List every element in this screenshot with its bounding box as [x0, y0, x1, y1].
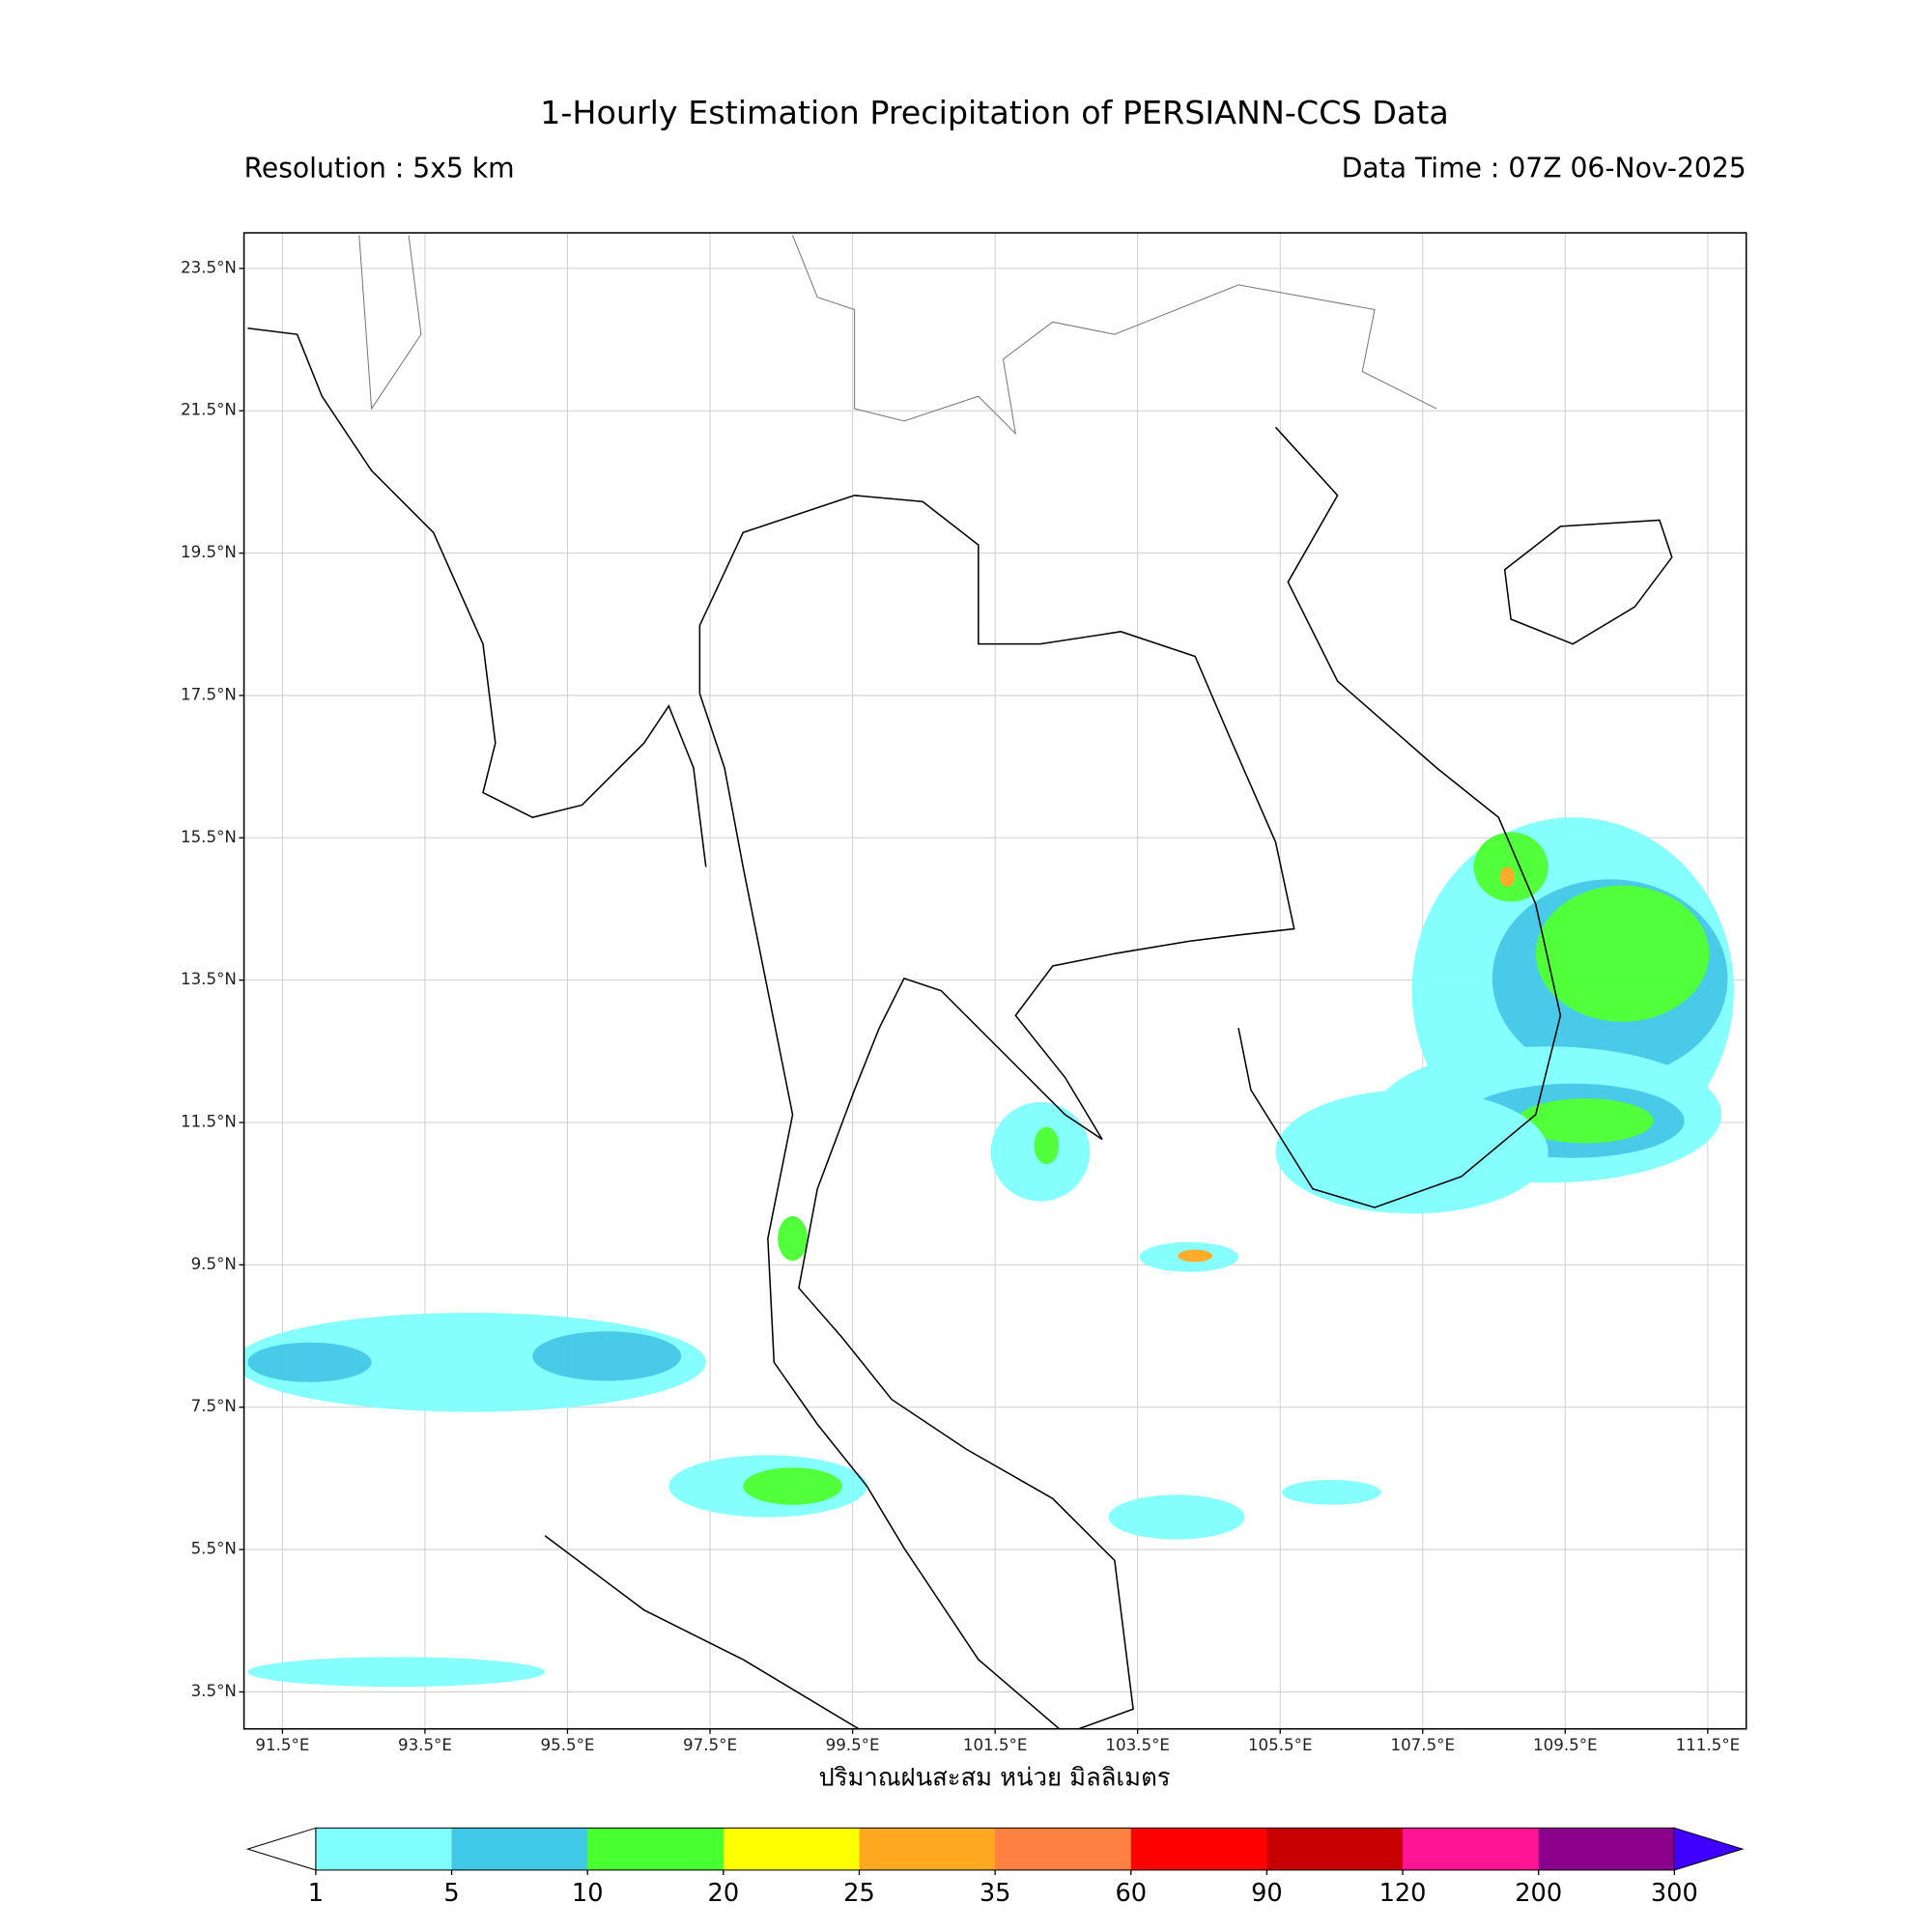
colorbar-label: 1	[308, 1879, 324, 1908]
y-tick-label: 21.5°N	[181, 401, 237, 419]
colorbar-segment	[315, 1828, 453, 1870]
rain-area	[1178, 1249, 1213, 1263]
x-tick-label: 91.5°E	[255, 1736, 309, 1754]
rain-area	[247, 1657, 546, 1688]
x-tick-label: 103.5°E	[1105, 1736, 1170, 1754]
title: 1-Hourly Estimation Precipitation of PER…	[540, 94, 1449, 131]
rain-area	[247, 1342, 372, 1382]
colorbar-segment	[451, 1828, 588, 1870]
colorbar-label: 60	[1115, 1879, 1147, 1908]
y-tick-label: 17.5°N	[181, 685, 237, 703]
x-tick-label: 93.5°E	[398, 1736, 452, 1754]
y-tick-label: 23.5°N	[181, 258, 237, 276]
y-tick-label: 19.5°N	[181, 543, 237, 561]
rain-area	[1517, 1098, 1654, 1144]
rain-area	[778, 1215, 808, 1262]
y-tick-label: 15.5°N	[181, 828, 237, 846]
coastlines	[247, 235, 1673, 1729]
resolution: Resolution : 5x5 km	[244, 152, 515, 184]
x-tick-label: 95.5°E	[541, 1736, 595, 1754]
x-tick-label: 105.5°E	[1248, 1736, 1313, 1754]
data-time: Data Time : 07Z 06-Nov-2025	[1342, 152, 1747, 184]
x-tick-label: 107.5°E	[1390, 1736, 1455, 1754]
colorbar-label: 300	[1651, 1879, 1698, 1908]
y-tick-label: 3.5°N	[191, 1682, 237, 1700]
colorbar-segment	[1538, 1828, 1675, 1870]
hainan-coast	[1503, 519, 1673, 645]
colorbar-segment	[723, 1828, 861, 1870]
colorbar-label: 35	[980, 1879, 1011, 1908]
grid-layer	[243, 233, 1747, 1729]
rain-area	[1108, 1494, 1245, 1540]
rain-area	[1034, 1126, 1060, 1165]
y-tick-label: 13.5°N	[181, 970, 237, 988]
colorbar-label: 200	[1515, 1879, 1562, 1908]
rain-area	[532, 1331, 682, 1381]
vietnam-coast	[1237, 426, 1562, 1208]
x-axis-label: ปริมาณฝนสะสม หน่วย มิลลิเมตร	[818, 1764, 1170, 1793]
sumatra-coast	[544, 1535, 861, 1729]
y-tick-label: 9.5°N	[191, 1255, 237, 1273]
colorbar-segment	[1266, 1828, 1404, 1870]
rain-area	[1499, 867, 1515, 887]
thailand-outline	[698, 495, 1295, 1729]
colorbar-segment	[587, 1828, 724, 1870]
rain-area	[1281, 1480, 1381, 1505]
colorbar-label: 90	[1251, 1879, 1283, 1908]
y-tick-label: 5.5°N	[191, 1540, 237, 1558]
x-tick-label: 99.5°E	[826, 1736, 880, 1754]
colorbar-segment	[1403, 1828, 1540, 1870]
colorbar-under	[245, 1827, 317, 1871]
x-tick-label: 101.5°E	[963, 1736, 1028, 1754]
colorbar-over	[1673, 1827, 1745, 1871]
colorbar-label: 10	[572, 1879, 604, 1908]
colorbar-segment	[1130, 1828, 1268, 1870]
y-tick-label: 7.5°N	[191, 1397, 237, 1415]
rain-area	[743, 1467, 842, 1505]
rain-area	[1535, 885, 1710, 1022]
colorbar-label: 25	[843, 1879, 875, 1908]
precipitation-layer	[243, 817, 1734, 1688]
colorbar-label: 20	[708, 1879, 740, 1908]
china-border	[792, 235, 1437, 436]
x-tick-label: 97.5°E	[683, 1736, 737, 1754]
colorbar-label: 5	[443, 1879, 459, 1908]
colorbar-label: 120	[1379, 1879, 1427, 1908]
colorbar-segment	[859, 1828, 996, 1870]
colorbar: 1 5 10 20 25 35 60 90 120 200 300	[245, 1827, 1745, 1908]
rain-area	[1275, 1090, 1548, 1214]
colorbar-segment	[995, 1828, 1132, 1870]
rain-area	[1473, 832, 1548, 902]
y-tick-label: 11.5°N	[181, 1113, 237, 1131]
myanmar-border	[358, 235, 422, 411]
x-tick-label: 109.5°E	[1533, 1736, 1598, 1754]
myanmar-coast	[247, 327, 707, 867]
x-tick-label: 111.5°E	[1676, 1736, 1741, 1754]
